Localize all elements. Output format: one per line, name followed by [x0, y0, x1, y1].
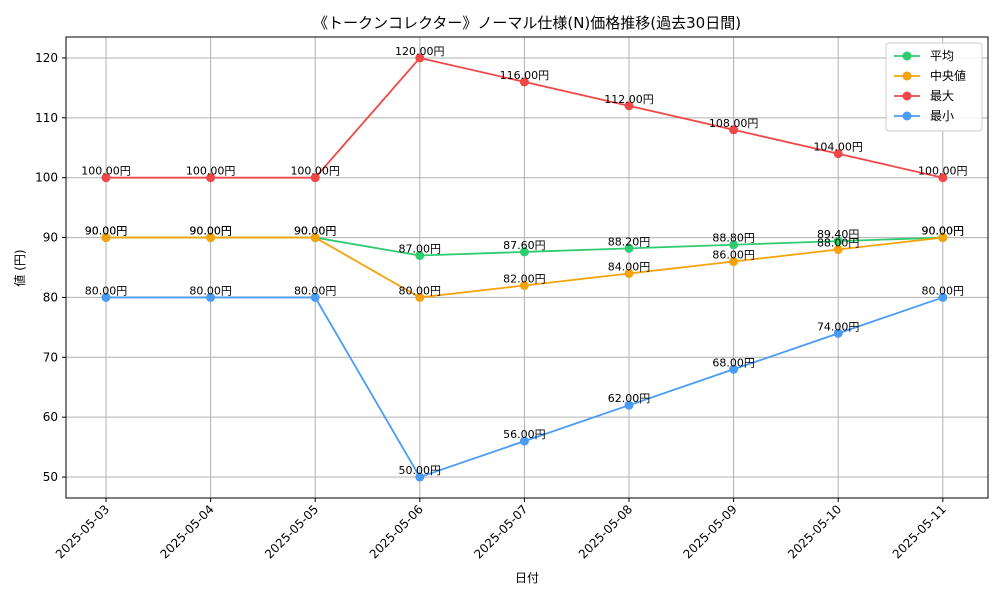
data-point: [415, 472, 425, 482]
grid-lines: [66, 37, 988, 498]
data-label: 88.80円: [712, 232, 755, 245]
plot-frame: [65, 36, 989, 499]
data-point: [938, 233, 948, 243]
data-label: 120.00円: [395, 45, 445, 58]
data-point: [624, 268, 634, 278]
data-point: [101, 173, 111, 183]
data-point: [833, 236, 843, 246]
data-label: 90.00円: [922, 225, 965, 238]
y-tick-label: 90: [43, 231, 58, 245]
data-point: [519, 247, 529, 257]
y-tick-label: 100: [35, 171, 58, 185]
data-point: [729, 240, 739, 250]
y-tick-label: 50: [43, 470, 58, 484]
legend-label: 最小: [930, 109, 954, 123]
data-label: 80.00円: [294, 284, 337, 297]
data-label: 108.00円: [709, 117, 759, 130]
data-point: [415, 53, 425, 63]
data-point: [624, 400, 634, 410]
data-point: [206, 173, 216, 183]
data-point: [310, 233, 320, 243]
data-label: 50.00円: [399, 464, 442, 477]
legend-label: 平均: [930, 49, 954, 63]
data-label: 80.00円: [922, 284, 965, 297]
data-label: 112.00円: [604, 93, 654, 106]
data-label: 84.00円: [608, 260, 651, 273]
data-point: [310, 173, 320, 183]
data-label: 90.00円: [189, 225, 232, 238]
data-label: 116.00円: [500, 69, 550, 82]
data-label: 88.20円: [608, 235, 651, 248]
data-point: [519, 280, 529, 290]
data-point: [938, 173, 948, 183]
y-axis-label: 値 (円): [12, 249, 27, 286]
data-point: [833, 245, 843, 255]
data-label: 56.00円: [503, 428, 546, 441]
y-tick-label: 80: [43, 290, 58, 304]
data-label: 100.00円: [81, 165, 131, 178]
data-label: 87.60円: [503, 239, 546, 252]
data-label: 90.00円: [922, 225, 965, 238]
data-label: 90.00円: [85, 225, 128, 238]
legend-marker: [902, 111, 912, 121]
y-tick-label: 70: [43, 350, 58, 364]
data-point: [519, 436, 529, 446]
data-label: 87.00円: [399, 243, 442, 256]
y-tick-label: 110: [35, 111, 58, 125]
data-point: [833, 149, 843, 159]
data-label: 68.00円: [712, 356, 755, 369]
data-labels: 90.00円 90.00円 90.00円 87.00円 87.60円 88.20円 88.8…: [81, 45, 967, 477]
data-point: [310, 292, 320, 302]
data-point: [729, 257, 739, 267]
data-point: [519, 77, 529, 87]
data-point: [101, 233, 111, 243]
data-point: [624, 243, 634, 253]
legend-box: [885, 42, 983, 132]
legend-marker: [902, 91, 912, 101]
data-label: 90.00円: [294, 225, 337, 238]
legend-marker: [902, 51, 912, 61]
data-point: [729, 364, 739, 374]
x-axis-label: 日付: [515, 571, 539, 585]
data-label: 104.00円: [813, 141, 863, 154]
data-label: 80.00円: [189, 284, 232, 297]
data-label: 90.00円: [189, 225, 232, 238]
y-tick-labels: 50 60 70 80 90 100 110 120: [35, 51, 66, 484]
data-label: 88.00円: [817, 237, 860, 250]
legend-label: 最大: [930, 89, 954, 103]
data-label: 90.00円: [85, 225, 128, 238]
data-label: 89.40円: [817, 228, 860, 241]
data-label: 62.00円: [608, 392, 651, 405]
data-label: 82.00円: [503, 272, 546, 285]
data-point: [624, 101, 634, 111]
chart-title: 《トークンコレクター》ノーマル仕様(N)価格推移(過去30日間): [313, 14, 741, 32]
legend-label: 中央値: [930, 68, 966, 83]
data-label: 80.00円: [85, 284, 128, 297]
data-label: 100.00円: [290, 165, 340, 178]
data-label: 100.00円: [186, 165, 236, 178]
data-point: [833, 328, 843, 338]
data-point: [729, 125, 739, 135]
data-point: [415, 251, 425, 261]
data-label: 90.00円: [294, 225, 337, 238]
data-label: 86.00円: [712, 249, 755, 262]
data-point: [101, 292, 111, 302]
series-lines: [101, 53, 948, 482]
data-point: [206, 292, 216, 302]
data-label: 100.00円: [918, 165, 968, 178]
y-tick-label: 120: [35, 51, 58, 65]
legend-marker: [902, 71, 912, 81]
y-tick-label: 60: [43, 410, 58, 424]
data-point: [938, 292, 948, 302]
data-label: 80.00円: [399, 284, 442, 297]
data-label: 74.00円: [817, 320, 860, 333]
data-point: [415, 292, 425, 302]
data-point: [206, 233, 216, 243]
